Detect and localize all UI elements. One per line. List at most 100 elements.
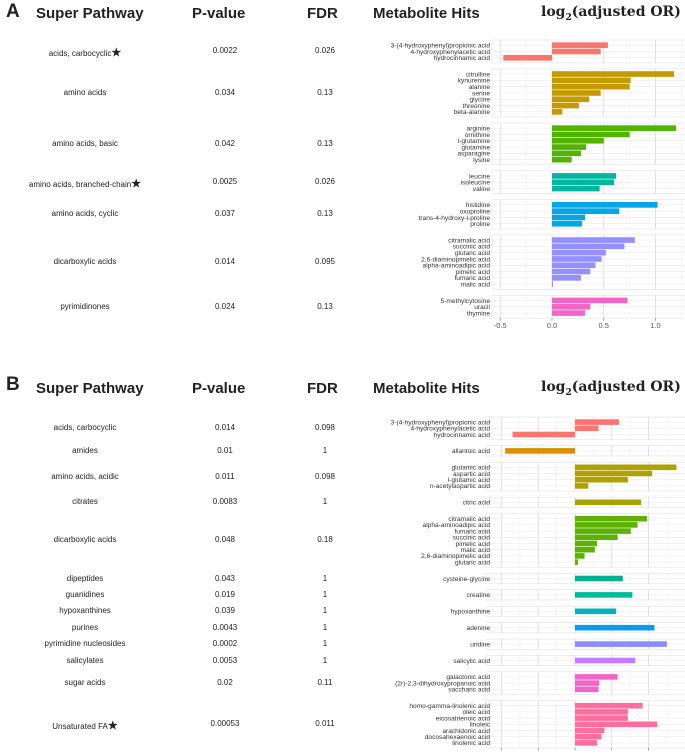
bar-kynurenine — [552, 77, 631, 84]
p-value-text: 0.048 — [214, 535, 236, 545]
fdr-value: 1 — [290, 606, 360, 615]
fdr-value: 0.11 — [290, 678, 360, 687]
metabolite-label: 2,6-diaminopimelic acid — [421, 256, 490, 263]
metabolite-label: salicylic acid — [453, 658, 490, 665]
chart-panel-a: 3-(4-hydroxyphenyl)propionic acid4-hydro… — [391, 39, 685, 330]
metabolite-label: homo-gamma-linolenic acid — [409, 703, 490, 710]
p-value-text: 0.02 — [217, 678, 233, 688]
metabolite-label: serine — [472, 90, 490, 97]
bar-citramalic-acid — [552, 237, 635, 243]
fdr-value: 0.026 — [290, 177, 360, 186]
p-value: 0.019 — [190, 590, 260, 599]
p-value: 0.048 — [190, 535, 260, 544]
panel-a-pvalue-header: P-value — [192, 5, 246, 22]
fdr-value-text: 0.026 — [314, 177, 336, 187]
bar-citrulline — [552, 71, 675, 77]
pathway-name-text: pyrimidine nucleosides — [44, 639, 126, 649]
pathway-name: amino acids — [10, 88, 160, 97]
p-value-text: 0.00053 — [210, 719, 240, 729]
x-tick-label: 0.5 — [607, 751, 617, 753]
pathway-name: acids, carbocyclic — [10, 423, 160, 432]
fdr-value-text: 0.11 — [317, 678, 333, 688]
bar-2-6-diaminopimelic-acid — [552, 256, 602, 262]
fdr-value-text: 1 — [322, 497, 328, 507]
panel-b-letter: B — [6, 374, 20, 395]
bar-salicylic-acid — [575, 657, 636, 664]
facet-6: creatine — [467, 589, 685, 601]
pathway-name: acids, carbocyclic★ — [10, 46, 160, 59]
bar-glutamic-acid — [575, 464, 677, 471]
fdr-value: 0.13 — [290, 302, 360, 311]
p-value-text: 0.019 — [214, 589, 236, 599]
fdr-value-text: 0.098 — [314, 423, 336, 433]
pathway-name-text: salicylates — [66, 655, 104, 665]
bar-glutaric-acid — [552, 249, 606, 256]
metabolite-label: citric acid — [463, 500, 491, 507]
pathway-name: amino acids, basic — [10, 139, 160, 148]
pathway-name: amino acids, acidic — [10, 472, 160, 481]
bar-malic-acid — [575, 546, 595, 553]
bar-hydrocinnamic-acid — [503, 54, 552, 61]
p-value: 0.01 — [190, 446, 260, 455]
p-value-text: 0.0083 — [212, 497, 238, 507]
bar-3-4-hydroxyphenyl-propionic-acid — [552, 42, 608, 48]
bar-uracil — [552, 303, 591, 310]
p-value-text: 0.0025 — [212, 177, 238, 187]
bar-eicosatrienoic-acid — [575, 715, 628, 721]
metabolite-label: hypoxanthine — [451, 609, 491, 616]
pathway-name-text: dipeptides — [66, 573, 104, 583]
x-tick-label: 1.0 — [650, 321, 660, 330]
fdr-value-text: 0.13 — [317, 301, 333, 311]
metabolite-label: asparagine — [457, 151, 490, 158]
bar-creatine — [575, 592, 633, 598]
metabolite-label: isoleucine — [461, 180, 491, 187]
panel-b-hits-header: Metabolite Hits — [373, 380, 480, 397]
x-tick-label: -1.0 — [495, 751, 508, 753]
bar-glycine — [552, 96, 590, 103]
bar-citramalic-acid — [575, 515, 648, 522]
bar-n-acetylaspartic-acid — [575, 483, 589, 489]
panel-a-letter: A — [6, 1, 20, 22]
fdr-value: 0.011 — [290, 719, 360, 728]
fdr-value-text: 1 — [322, 445, 328, 455]
metabolite-label: trans-4-hydroxy-l-proline — [419, 215, 491, 222]
pathway-name-text: amino acids, cyclic — [51, 209, 119, 219]
fdr-value-text: 0.13 — [317, 209, 333, 219]
bar-uridine — [575, 641, 667, 647]
fdr-value-text: 1 — [322, 589, 328, 599]
metabolite-label: pimelic acid — [456, 269, 491, 276]
pathway-name: purines — [10, 623, 160, 632]
x-tick-label: -0.5 — [494, 321, 507, 330]
metabolite-label: 3-(4-hydroxyphenyl)propionic acid — [391, 42, 491, 49]
pathway-name: hypoxanthines — [10, 606, 160, 615]
pathway-name-text: amino acids — [63, 87, 107, 97]
facet-4: histidineoxoprolinetrans-4-hydroxy-l-pro… — [419, 199, 685, 230]
metabolite-label: leucine — [469, 173, 490, 180]
fdr-value-text: 0.026 — [314, 46, 336, 56]
p-value: 0.0083 — [190, 497, 260, 506]
p-value: 0.0043 — [190, 623, 260, 632]
bar-l-glutamine — [552, 137, 604, 144]
metabolite-label: l-glutamic acid — [448, 477, 490, 484]
facet-0: 3-(4-hydroxyphenyl)propionic acid4-hydro… — [391, 39, 685, 64]
metabolite-label: alpha-aminoadipic acid — [423, 263, 491, 270]
p-value: 0.0002 — [190, 639, 260, 648]
bar-beta-alanine — [552, 109, 563, 115]
pathway-name: dicarboxylic acids — [10, 257, 160, 266]
fdr-value-text: 1 — [322, 573, 328, 583]
metabolite-label: ornithine — [465, 132, 491, 139]
p-value-text: 0.014 — [214, 423, 236, 433]
metabolite-label: alanine — [469, 84, 491, 91]
p-value-text: 0.043 — [214, 573, 236, 583]
bar-cysteine-glycine — [575, 575, 623, 582]
pathway-name-text: pyrimidinones — [60, 301, 110, 311]
bar-citric-acid — [575, 499, 642, 506]
bar-glutaric-acid — [575, 559, 578, 565]
panel-b-or-header: log2(adjusted OR) — [541, 379, 681, 398]
facet-7: hypoxanthine — [451, 605, 685, 617]
fdr-value: 1 — [290, 497, 360, 506]
bar-hydrocinnamic-acid — [512, 431, 575, 438]
pathway-name-text: citrates — [72, 497, 98, 507]
